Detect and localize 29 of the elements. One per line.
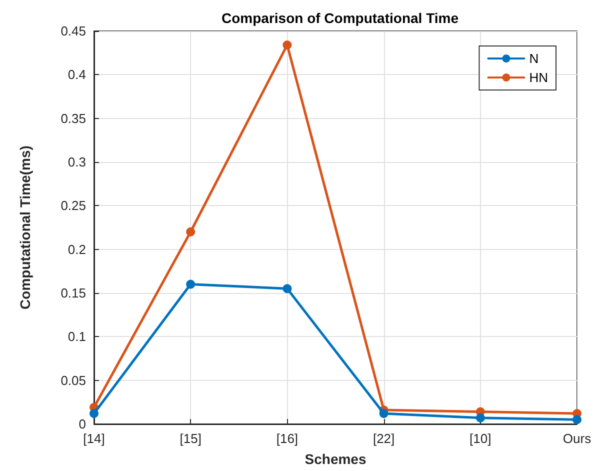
y-tick-label: 0.35 (60, 110, 86, 126)
point (379, 409, 388, 418)
y-tick-label: 0.15 (60, 286, 86, 300)
y-tick-label: 0.45 (60, 24, 86, 38)
chart-title: Comparison of Computational Time (222, 10, 459, 26)
point (282, 40, 292, 50)
point (476, 413, 485, 422)
x-axis-title: Schemes (304, 451, 366, 467)
x-tick-label: [14] (83, 431, 105, 446)
y-tick-label: 0.1 (68, 329, 86, 344)
point (572, 415, 582, 424)
y-tick-label: 0.4 (68, 67, 86, 82)
point (282, 284, 292, 294)
point (186, 280, 196, 289)
x-tick-label: [10] (470, 431, 492, 446)
y-tick-label: 0.3 (68, 154, 86, 170)
x-tick-label: [22] (372, 431, 395, 446)
y-tick-label: 0 (78, 416, 86, 432)
x-tick-label: Ours (562, 431, 592, 446)
x-tick-label: [15] (180, 431, 202, 446)
legend-label: N (529, 51, 539, 66)
y-tick-label: 0.25 (60, 198, 86, 214)
y-tick-label: 0.05 (60, 372, 86, 388)
y-tick-label: 0.2 (68, 242, 86, 257)
x-tick-label: [16] (276, 431, 298, 446)
point (186, 227, 196, 236)
legend-label: HN (529, 70, 548, 85)
y-axis-title: Computational Time(ms) (17, 146, 33, 310)
point (90, 409, 98, 418)
